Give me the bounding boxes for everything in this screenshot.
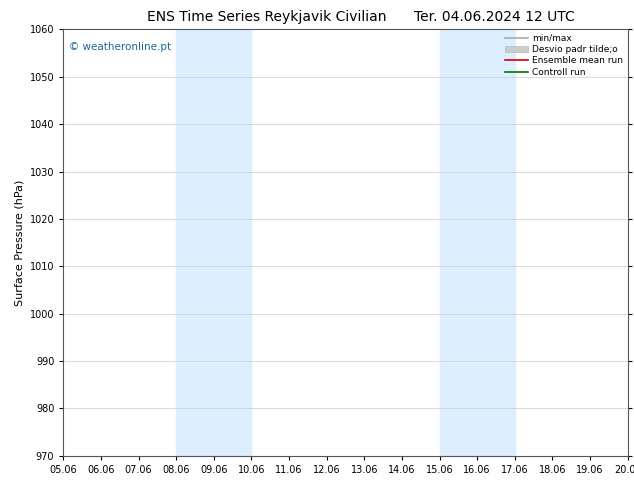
Legend: min/max, Desvio padr tilde;o, Ensemble mean run, Controll run: min/max, Desvio padr tilde;o, Ensemble m…	[505, 34, 623, 76]
Bar	[176, 29, 252, 456]
Bar	[439, 29, 515, 456]
Y-axis label: Surface Pressure (hPa): Surface Pressure (hPa)	[14, 179, 24, 306]
Text: © weatheronline.pt: © weatheronline.pt	[69, 42, 171, 52]
Text: Ter. 04.06.2024 12 UTC: Ter. 04.06.2024 12 UTC	[414, 10, 575, 24]
Text: ENS Time Series Reykjavik Civilian: ENS Time Series Reykjavik Civilian	[146, 10, 386, 24]
